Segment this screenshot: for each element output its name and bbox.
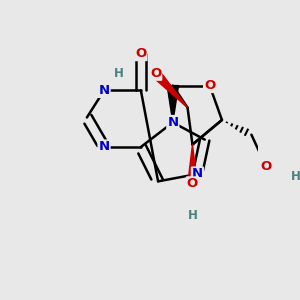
- Text: H: H: [188, 209, 197, 222]
- Text: O: O: [204, 79, 215, 92]
- Text: O: O: [135, 47, 146, 60]
- Text: O: O: [187, 177, 198, 190]
- Text: O: O: [260, 160, 272, 173]
- Text: H: H: [291, 170, 300, 183]
- Text: H: H: [114, 67, 124, 80]
- Polygon shape: [188, 145, 197, 184]
- Text: N: N: [98, 140, 110, 154]
- Polygon shape: [152, 70, 188, 108]
- Text: N: N: [167, 116, 178, 129]
- Polygon shape: [167, 85, 178, 122]
- Text: N: N: [98, 84, 110, 97]
- Text: N: N: [192, 167, 203, 181]
- Text: O: O: [150, 67, 161, 80]
